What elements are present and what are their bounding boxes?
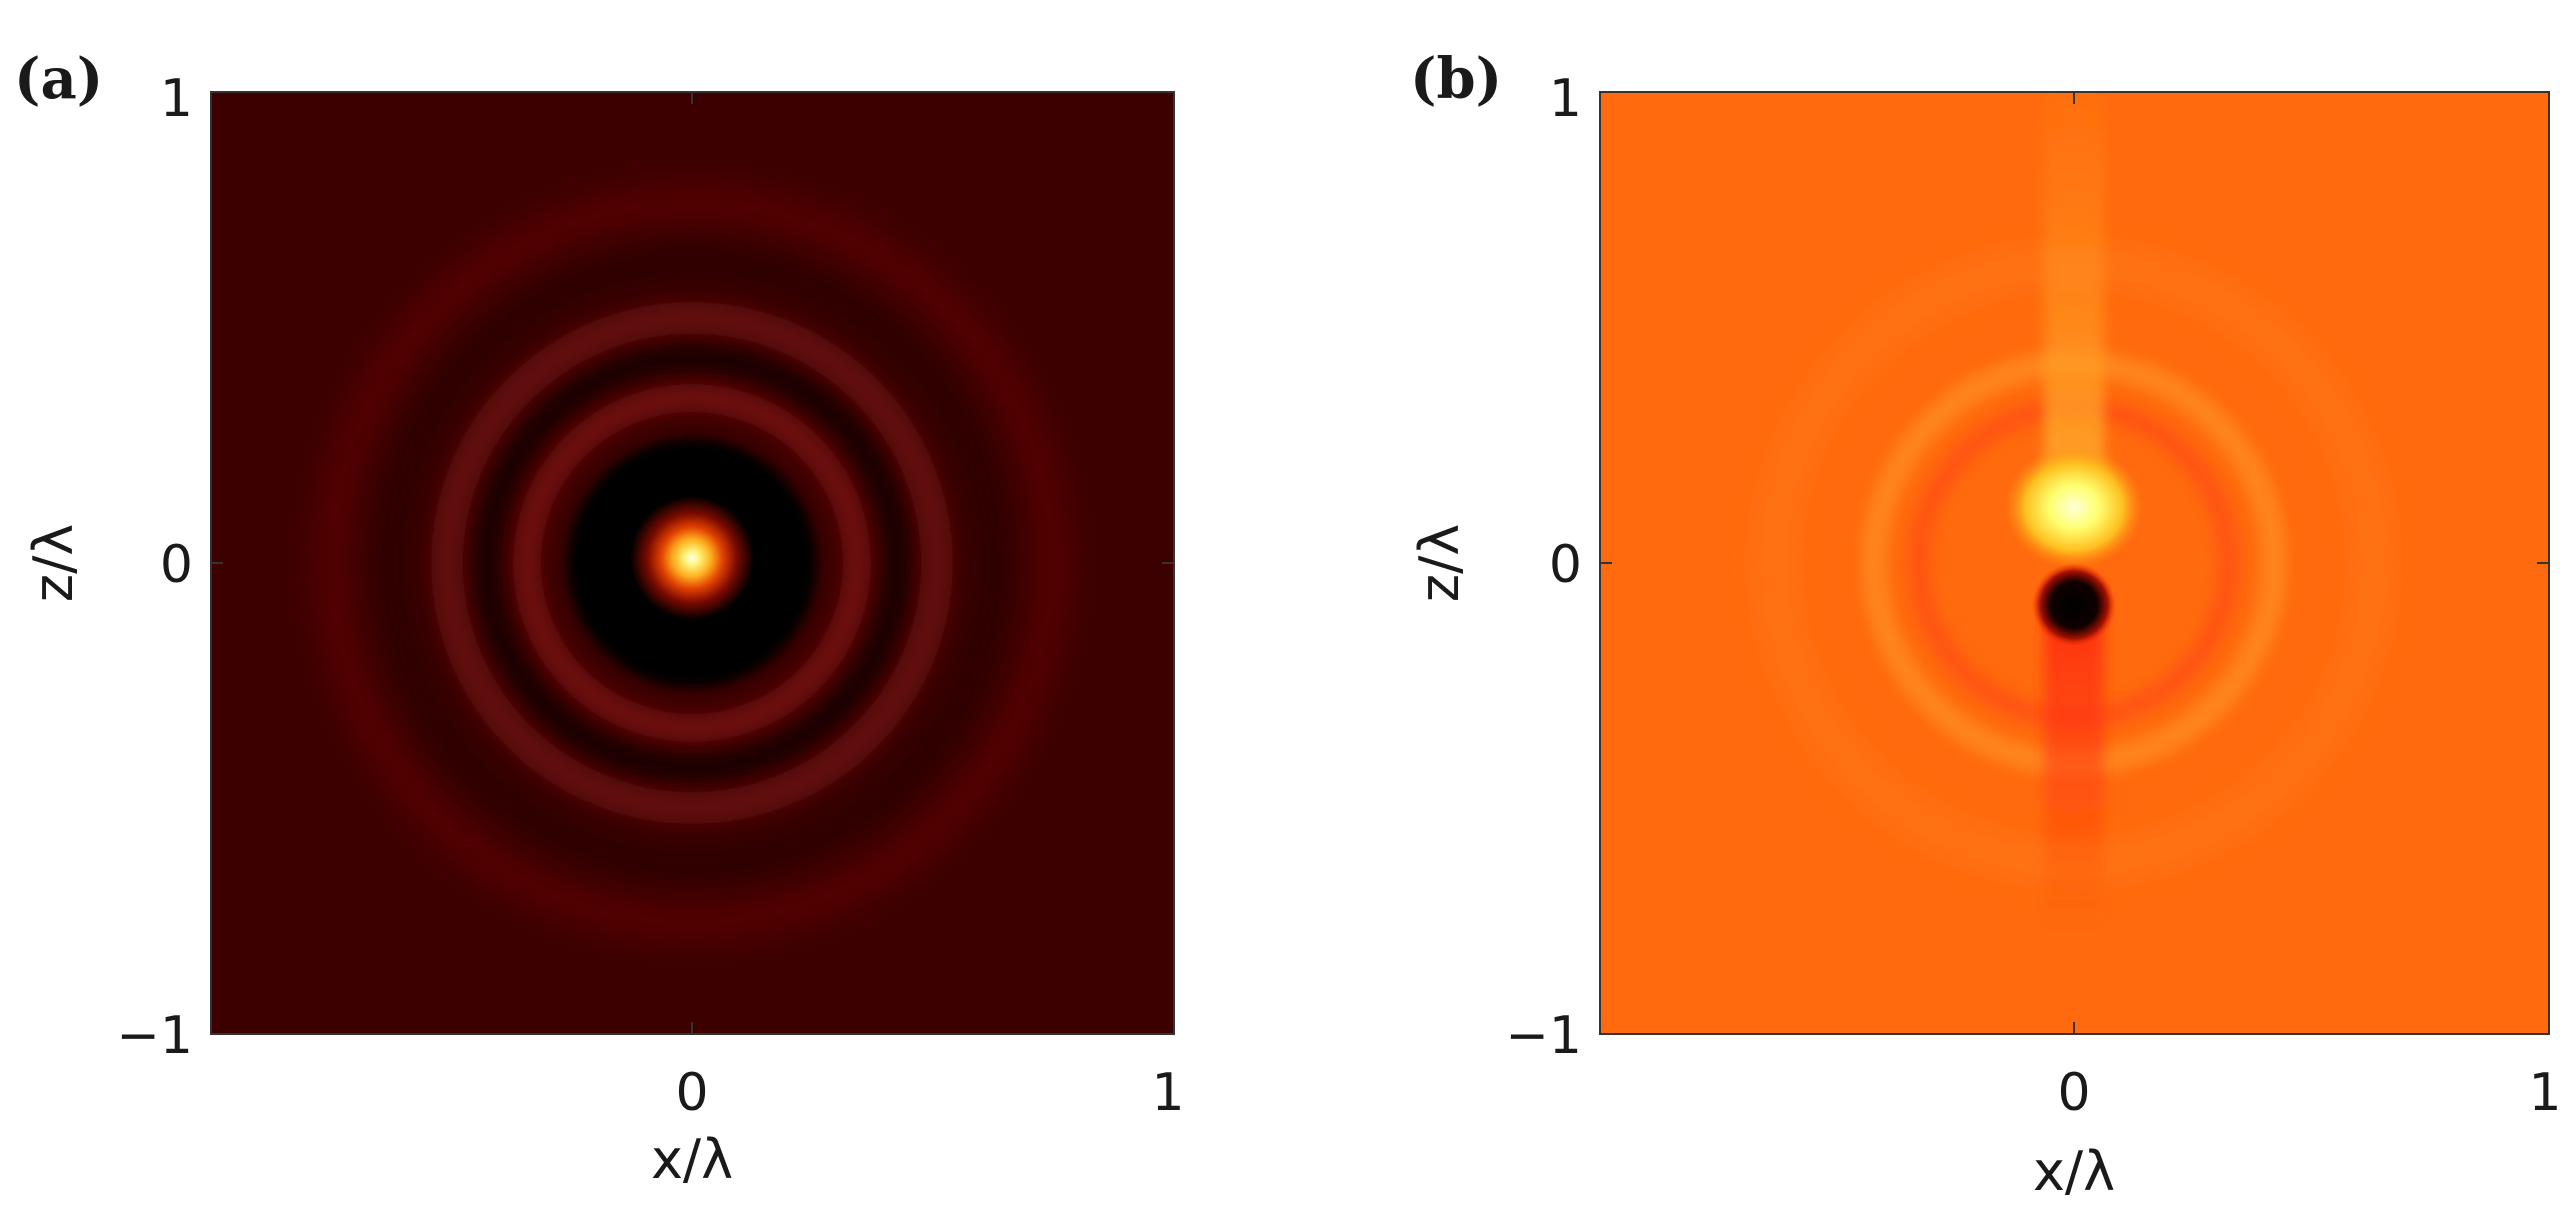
panel-b-label: (b) xyxy=(1410,46,1502,112)
panel-b: (b) 1 0 −1 0 1 x/λ z/λ xyxy=(1408,46,2562,1203)
panel-a-xlabel: x/λ xyxy=(651,1128,733,1191)
panel-b-downward-streak xyxy=(2044,600,2104,930)
panel-a-central-spot xyxy=(630,496,754,620)
panel-a-xtick-right: 1 xyxy=(1151,1063,1184,1123)
panel-b-xlabel: x/λ xyxy=(2033,1140,2115,1203)
panel-b-ticks xyxy=(1600,92,2549,1034)
panel-a-xtick-mid: 0 xyxy=(675,1063,708,1123)
panel-a-dark-ring-mid xyxy=(475,346,909,780)
panel-a-faint-ring-mid xyxy=(431,302,953,824)
panel-b-xtick-mid: 0 xyxy=(2057,1063,2090,1123)
panel-b-ytick-bottom: −1 xyxy=(1505,1006,1582,1066)
panel-b-ytick-mid: 0 xyxy=(1549,535,1582,595)
panel-b-ylabel: z/λ xyxy=(1408,524,1471,603)
panel-a-faint-ring-outer xyxy=(312,183,1072,943)
panel-a-label: (a) xyxy=(14,46,103,112)
panel-a-ytick-bottom: −1 xyxy=(116,1006,193,1066)
panel-a-faint-ring-inner xyxy=(513,384,871,742)
panel-b-xtick-right: 1 xyxy=(2528,1063,2561,1123)
panel-a: (a) 1 0 −1 0 1 x/λ z/λ xyxy=(14,46,1185,1191)
panel-a-dark-ring-outer xyxy=(377,248,1007,878)
panel-a-ticks xyxy=(211,92,1174,1034)
panel-a-heatmap xyxy=(211,92,1174,1034)
panel-b-ytick-top: 1 xyxy=(1549,69,1582,129)
panel-a-ytick-top: 1 xyxy=(160,69,193,129)
panel-a-ytick-mid: 0 xyxy=(160,535,193,595)
panel-b-upward-streak xyxy=(2044,92,2104,512)
panel-b-dark-spot xyxy=(2032,563,2116,647)
panel-b-heatmap xyxy=(1600,92,2549,1034)
panel-a-ylabel: z/λ xyxy=(22,524,85,603)
panel-b-bright-spot xyxy=(2004,445,2144,569)
